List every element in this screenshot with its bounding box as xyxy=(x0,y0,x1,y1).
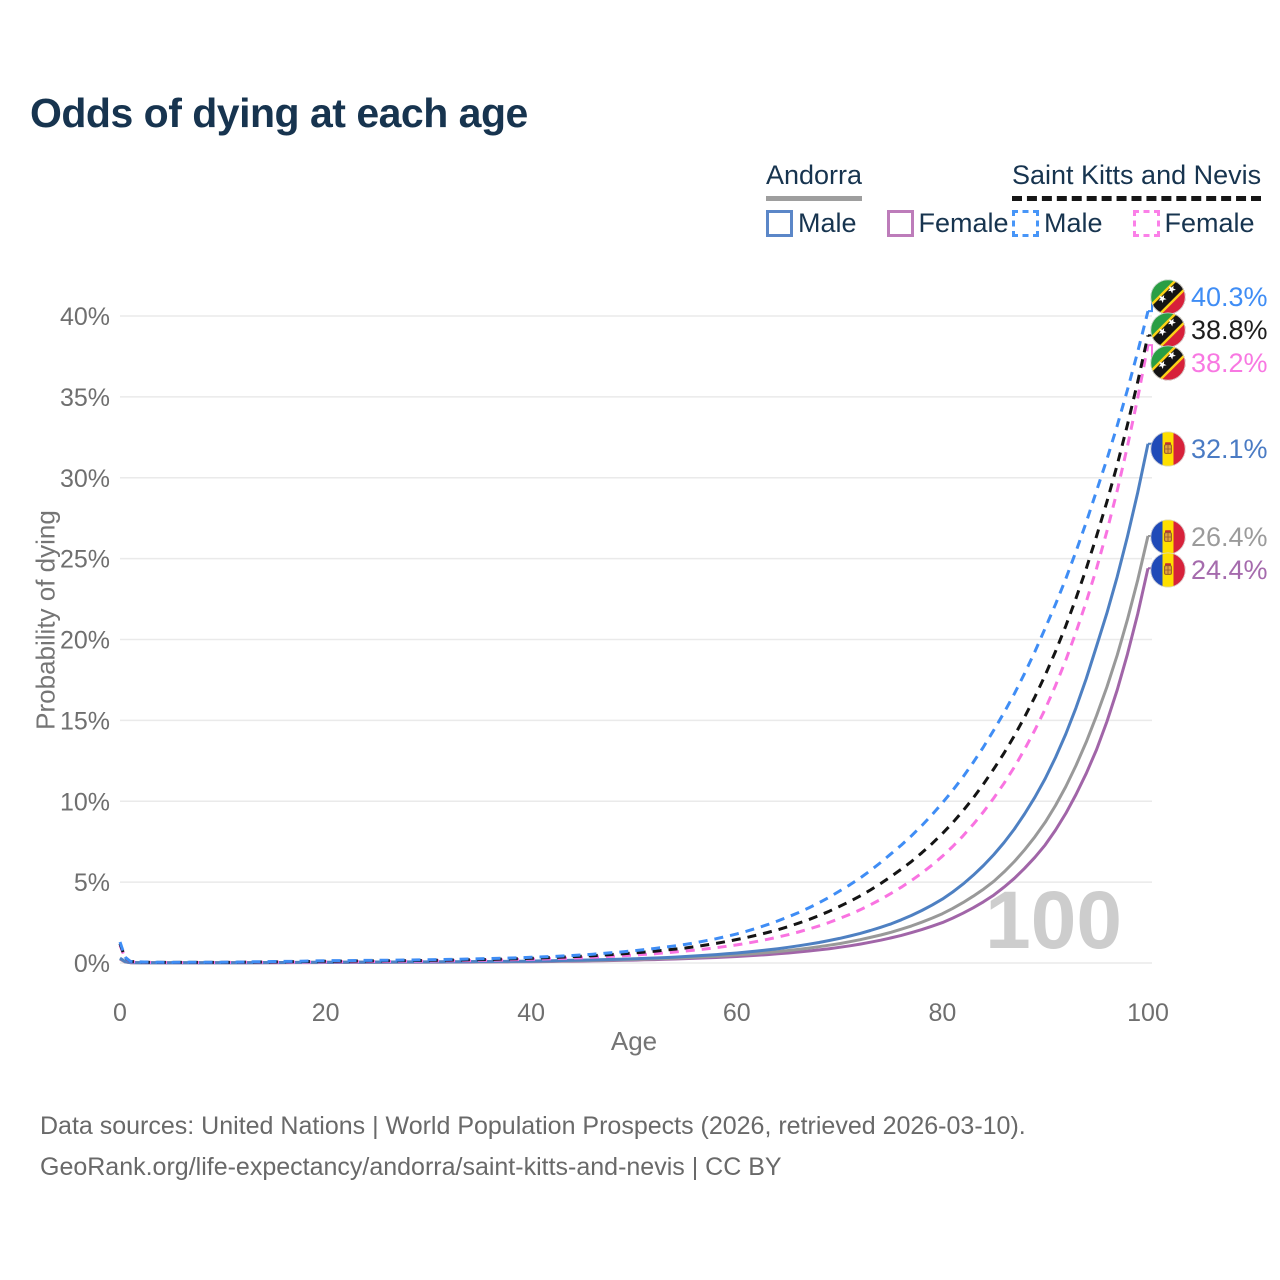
y-tick-20%: 20% xyxy=(60,627,110,655)
saint-kitts-and-nevis-flag-icon xyxy=(1150,279,1186,315)
end-label-skn-male: 40.3% xyxy=(1150,279,1268,315)
footer-data-sources: Data sources: United Nations | World Pop… xyxy=(40,1112,1026,1140)
age-indicator-watermark: 100 xyxy=(985,875,1122,966)
end-label-value: 24.4% xyxy=(1191,554,1268,585)
page-title: Odds of dying at each age xyxy=(30,90,528,136)
end-label-value: 40.3% xyxy=(1191,281,1268,312)
legend-group-andorra: Andorra Male Female xyxy=(766,160,1009,239)
x-tick-40: 40 xyxy=(517,999,545,1027)
x-tick-80: 80 xyxy=(928,999,956,1027)
legend-label-skn-male: Male xyxy=(1044,208,1103,238)
end-label-value: 38.2% xyxy=(1191,347,1268,378)
end-label-skn-female: 38.2% xyxy=(1150,345,1268,381)
andorra-flag-icon xyxy=(1150,552,1186,588)
y-tick-35%: 35% xyxy=(60,384,110,412)
legend-item-skn-male[interactable]: Male xyxy=(1012,208,1103,239)
legend-country-saint-kitts-and-nevis: Saint Kitts and Nevis xyxy=(1012,160,1262,201)
x-tick-100: 100 xyxy=(1127,999,1169,1027)
andorra-flag-icon xyxy=(1150,431,1186,467)
legend-checkbox-skn-female[interactable] xyxy=(1132,210,1160,237)
y-axis-title: Probability of dying xyxy=(30,510,61,730)
y-tick-25%: 25% xyxy=(60,546,110,574)
y-tick-40%: 40% xyxy=(60,303,110,331)
end-label-skn-both: 38.8% xyxy=(1150,312,1268,348)
legend-item-skn-female[interactable]: Female xyxy=(1132,208,1255,239)
y-tick-5%: 5% xyxy=(74,869,110,897)
legend-item-andorra-female[interactable]: Female xyxy=(886,208,1009,239)
footer: Data sources: United Nations | World Pop… xyxy=(40,1106,1026,1188)
legend-label-skn-female: Female xyxy=(1164,208,1255,238)
legend-label-andorra-male: Male xyxy=(798,208,857,238)
end-label-value: 38.8% xyxy=(1191,314,1268,345)
series-line-andorra-male xyxy=(119,443,1150,965)
saint-kitts-and-nevis-flag-icon xyxy=(1150,312,1186,348)
saint-kitts-and-nevis-flag-icon xyxy=(1150,345,1186,381)
legend-group-saint-kitts-and-nevis: Saint Kitts and Nevis Male Female xyxy=(1012,160,1262,239)
y-tick-10%: 10% xyxy=(60,788,110,816)
x-axis-title: Age xyxy=(610,1026,658,1056)
end-label-value: 32.1% xyxy=(1191,433,1268,464)
series-line-saint-kitts-and-nevis-both xyxy=(118,335,1150,964)
series-line-saint-kitts-and-nevis-female xyxy=(118,344,1150,964)
legend-checkbox-andorra-female[interactable] xyxy=(886,210,914,237)
end-label-andorra-male: 32.1% xyxy=(1150,431,1268,467)
series-line-saint-kitts-and-nevis-male xyxy=(118,310,1150,964)
y-tick-15%: 15% xyxy=(60,707,110,735)
y-tick-30%: 30% xyxy=(60,465,110,493)
end-label-andorra-female: 24.4% xyxy=(1150,552,1268,588)
y-tick-0%: 0% xyxy=(74,950,110,978)
legend-checkbox-andorra-male[interactable] xyxy=(766,210,793,237)
andorra-flag-icon xyxy=(1150,519,1186,555)
x-tick-60: 60 xyxy=(723,999,751,1027)
x-tick-20: 20 xyxy=(312,999,340,1027)
legend-label-andorra-female: Female xyxy=(918,208,1009,238)
x-tick-0: 0 xyxy=(113,999,127,1027)
legend-items-andorra: Male Female xyxy=(766,208,1009,239)
legend-items-saint-kitts-and-nevis: Male Female xyxy=(1012,208,1261,239)
end-label-value: 26.4% xyxy=(1191,521,1268,552)
legend-item-andorra-male[interactable]: Male xyxy=(766,208,857,239)
end-label-andorra-both: 26.4% xyxy=(1150,519,1268,555)
legend-checkbox-skn-male[interactable] xyxy=(1012,210,1039,237)
legend-country-andorra: Andorra xyxy=(766,160,863,201)
footer-attribution: GeoRank.org/life-expectancy/andorra/sain… xyxy=(40,1153,782,1181)
